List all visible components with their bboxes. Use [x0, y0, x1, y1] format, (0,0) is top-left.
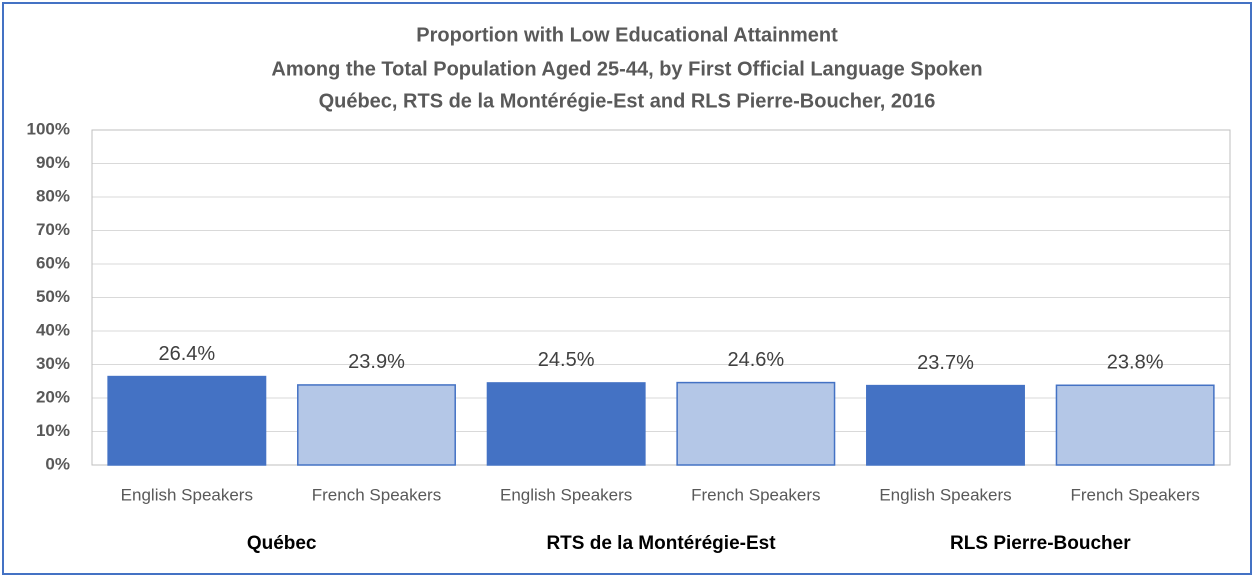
group-label: RLS Pierre-Boucher: [950, 533, 1131, 554]
value-label: 26.4%: [158, 343, 215, 365]
y-tick-label: 10%: [36, 421, 70, 440]
chart-title: Proportion with Low Educational Attainme…: [416, 24, 838, 46]
value-label: 23.7%: [917, 352, 974, 374]
y-tick-label: 100%: [27, 119, 70, 138]
x-tick-label: French Speakers: [1070, 485, 1199, 504]
bar: [1055, 384, 1215, 466]
value-label: 23.8%: [1107, 352, 1164, 374]
bar: [486, 382, 646, 466]
value-label: 23.9%: [348, 351, 405, 373]
y-tick-label: 20%: [36, 387, 70, 406]
plot-frame: [91, 129, 1231, 466]
x-tick-label: English Speakers: [879, 485, 1011, 504]
bar: [676, 381, 836, 466]
y-tick-label: 80%: [36, 186, 70, 205]
x-tick-label: English Speakers: [500, 485, 632, 504]
bar: [866, 384, 1025, 466]
value-label: 24.5%: [538, 349, 595, 371]
y-tick-label: 70%: [36, 220, 70, 239]
chart-subtitle: Among the Total Population Aged 25-44, b…: [271, 58, 982, 80]
y-tick-label: 40%: [36, 320, 70, 339]
y-tick-label: 30%: [36, 354, 70, 373]
bar: [297, 384, 456, 466]
x-tick-label: English Speakers: [121, 485, 253, 504]
value-label: 24.6%: [727, 349, 784, 371]
bar: [107, 375, 267, 466]
x-tick-label: French Speakers: [312, 485, 441, 504]
x-tick-label: French Speakers: [691, 485, 820, 504]
group-label: Québec: [247, 533, 317, 554]
chart-subtitle: Québec, RTS de la Montérégie-Est and RLS…: [319, 90, 936, 112]
group-label: RTS de la Montérégie-Est: [546, 533, 776, 554]
y-tick-label: 60%: [36, 253, 70, 272]
y-tick-label: 90%: [36, 153, 70, 172]
y-tick-label: 50%: [36, 287, 70, 306]
y-tick-label: 0%: [45, 454, 70, 473]
